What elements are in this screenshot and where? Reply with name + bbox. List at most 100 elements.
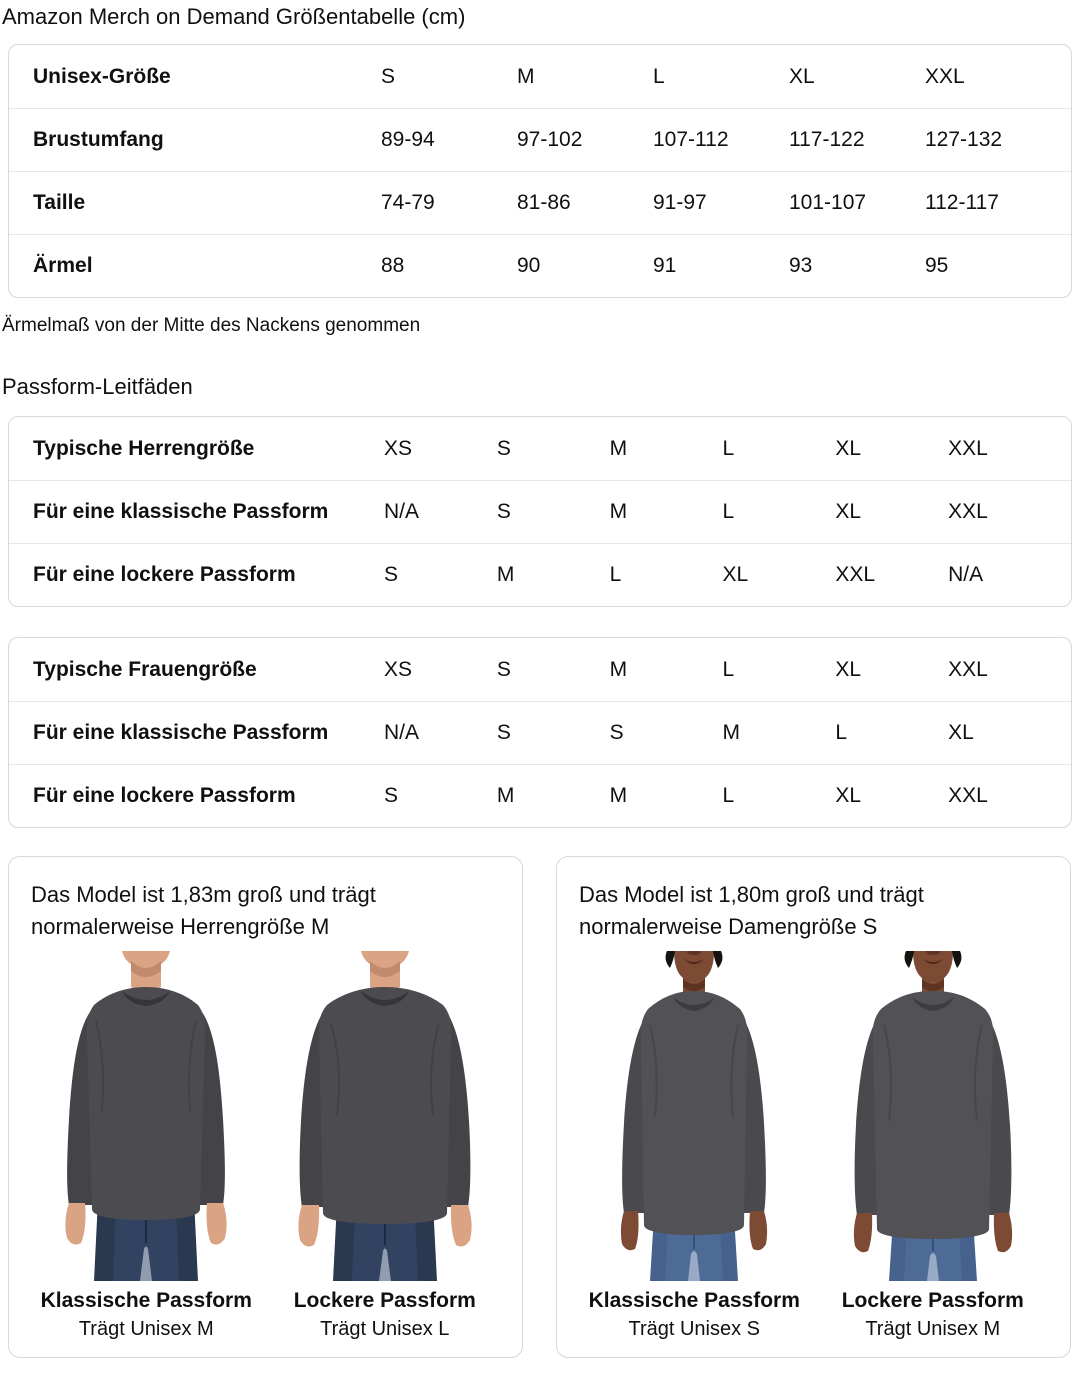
row-label: Taille [33, 191, 86, 214]
fit-name-label: Lockere Passform [841, 1288, 1024, 1312]
table-cell: L [722, 436, 735, 460]
womens-fit-table: Typische Frauengröße XS S M L XL XXL Für… [8, 637, 1072, 828]
row-label: Für eine klassische Passform [33, 500, 329, 523]
table-cell: L [653, 64, 665, 88]
page-title: Amazon Merch on Demand Größentabelle (cm… [2, 4, 466, 29]
table-cell: XXL [835, 563, 876, 586]
table-cell: 89-94 [381, 128, 435, 151]
female-model-card: Das Model ist 1,80m groß und trägt norma… [556, 856, 1071, 1358]
female-model-loose-fit-photo [853, 950, 1012, 1281]
row-label: Für eine lockere Passform [33, 784, 296, 807]
table-cell: 91 [653, 254, 677, 277]
table-cell: 90 [517, 254, 541, 277]
male-model-card: Das Model ist 1,83m groß und trägt norma… [8, 856, 523, 1358]
table-cell: XXL [948, 657, 988, 681]
figure-loose-fit: Lockere Passform Trägt Unisex M [814, 950, 1053, 1341]
table-cell: M [609, 436, 628, 460]
table-cell: 112-117 [925, 191, 999, 214]
table-row: Für eine lockere Passform S M M L XL XXL [9, 764, 1071, 827]
male-model-loose-fit-photo [298, 950, 472, 1281]
table-cell: 97-102 [517, 128, 583, 151]
model-figures: Klassische Passform Trägt Unisex S [575, 950, 1053, 1341]
table-cell: 117-122 [789, 128, 865, 151]
table-cell: 95 [925, 254, 949, 277]
model-description: Das Model ist 1,83m groß und trägt norma… [31, 882, 376, 939]
model-figures: Klassische Passform Trägt Unisex M [27, 950, 505, 1341]
table-row: Ärmel 88 90 91 93 95 [9, 234, 1071, 297]
table-cell: M [609, 500, 628, 523]
mens-fit-table: Typische Herrengröße XS S M L XL XXL Für… [8, 416, 1072, 607]
row-label: Ärmel [33, 254, 93, 277]
table-cell: S [384, 784, 399, 807]
table-cell: M [496, 563, 515, 586]
table-row: Unisex-Größe S M L XL XXL [9, 45, 1071, 108]
table-cell: S [384, 563, 399, 586]
table-cell: 127-132 [925, 128, 1003, 151]
table-cell: L [835, 721, 847, 744]
row-label: Typische Frauengröße [33, 657, 257, 681]
table-cell: 101-107 [789, 191, 867, 214]
female-model-classic-fit-photo [621, 950, 768, 1281]
fit-name-label: Klassische Passform [588, 1288, 800, 1312]
table-cell: 93 [789, 254, 813, 277]
fit-name-label: Klassische Passform [40, 1288, 252, 1312]
table-cell: M [722, 721, 740, 744]
table-cell: 74-79 [381, 191, 435, 214]
unisex-size-table: Unisex-Größe S M L XL XXL Brustumfang 89… [8, 44, 1072, 298]
table-cell: S [496, 500, 511, 523]
row-label: Für eine lockere Passform [33, 563, 296, 586]
row-label: Für eine klassische Passform [33, 721, 329, 744]
table-cell: XXL [925, 64, 965, 88]
table-row: Brustumfang 89-94 97-102 107-112 117-122… [9, 108, 1071, 171]
row-label: Brustumfang [33, 128, 164, 151]
table-cell: XL [835, 500, 861, 523]
table-cell: XL [722, 563, 749, 586]
table-cell: XXL [948, 436, 988, 460]
table-cell: M [609, 657, 628, 681]
table-cell: XL [835, 657, 861, 681]
table-cell: M [609, 784, 628, 807]
table-cell: N/A [948, 563, 984, 586]
table-cell: XXL [948, 500, 988, 523]
figure-classic-fit: Klassische Passform Trägt Unisex S [575, 950, 814, 1341]
table-row: Taille 74-79 81-86 91-97 101-107 112-117 [9, 171, 1071, 234]
wears-size-label: Trägt Unisex M [78, 1317, 214, 1340]
table-cell: L [722, 784, 735, 807]
table-cell: L [722, 500, 735, 523]
table-cell: XL [835, 436, 861, 460]
table-cell: 91-97 [653, 191, 707, 214]
table-cell: 88 [381, 254, 405, 277]
table-cell: 81-86 [517, 191, 571, 214]
table-cell: N/A [384, 721, 420, 744]
fit-name-label: Lockere Passform [293, 1288, 476, 1312]
table-cell: XL [835, 784, 861, 807]
table-cell: XL [948, 721, 974, 744]
table-row: Typische Herrengröße XS S M L XL XXL [9, 417, 1071, 480]
table-cell: S [609, 721, 624, 744]
male-model-classic-fit-photo [65, 950, 227, 1281]
fit-guides-heading: Passform-Leitfäden [2, 374, 193, 399]
model-description: Das Model ist 1,80m groß und trägt norma… [579, 882, 924, 939]
table-cell: L [722, 657, 735, 681]
figure-classic-fit: Klassische Passform Trägt Unisex M [27, 950, 266, 1341]
table-row: Für eine klassische Passform N/A S S M L… [9, 701, 1071, 764]
table-cell: M [496, 784, 515, 807]
figure-loose-fit: Lockere Passform Trägt Unisex L [266, 950, 505, 1341]
table-cell: M [517, 64, 535, 88]
table-cell: XS [384, 657, 413, 681]
wears-size-label: Trägt Unisex L [320, 1317, 450, 1340]
model-example-cards: Das Model ist 1,83m groß und trägt norma… [8, 856, 1072, 1358]
table-cell: 107-112 [653, 128, 729, 151]
table-cell: S [496, 436, 511, 460]
table-cell: N/A [384, 500, 420, 523]
table-cell: S [381, 64, 396, 88]
table-row: Typische Frauengröße XS S M L XL XXL [9, 638, 1071, 701]
table-cell: S [496, 721, 511, 744]
table-cell: XXL [948, 784, 988, 807]
table-row: Für eine klassische Passform N/A S M L X… [9, 480, 1071, 543]
row-label: Unisex-Größe [33, 64, 171, 88]
wears-size-label: Trägt Unisex S [628, 1317, 761, 1340]
table-row: Für eine lockere Passform S M L XL XXL N… [9, 543, 1071, 606]
table-cell: L [609, 563, 622, 586]
